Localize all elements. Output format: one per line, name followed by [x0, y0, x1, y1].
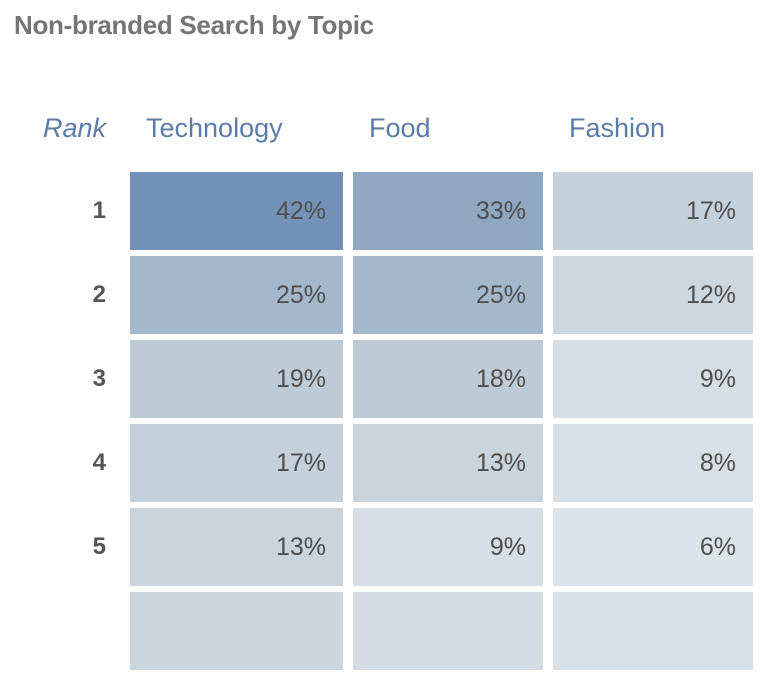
column-header-fashion: Fashion [569, 112, 666, 143]
table-row-2: 2 25% 25% 12% [0, 256, 753, 334]
header-spacer [543, 128, 553, 129]
rank-label: 3 [92, 365, 106, 392]
rank-label: 2 [92, 281, 106, 308]
table-row-5: 5 13% 9% 6% [0, 508, 753, 586]
column-header-food: Food [369, 112, 431, 143]
heatmap-cell-fashion[interactable]: 8% [553, 424, 753, 502]
heatmap-cell-technology[interactable] [130, 592, 343, 670]
heatmap-cell-food[interactable]: 18% [353, 340, 543, 418]
heatmap-cell-fashion[interactable]: 12% [553, 256, 753, 334]
heatmap-cell-technology[interactable]: 25% [130, 256, 343, 334]
heatmap-cell-food[interactable]: 9% [353, 508, 543, 586]
rank-label: 4 [92, 449, 106, 476]
heatmap-cell-food[interactable]: 33% [353, 172, 543, 250]
heatmap-cell-food[interactable]: 13% [353, 424, 543, 502]
table-row-3: 3 19% 18% 9% [0, 340, 753, 418]
heatmap-cell-fashion[interactable]: 17% [553, 172, 753, 250]
heatmap-cell-fashion[interactable]: 6% [553, 508, 753, 586]
table-row-6-partial [0, 592, 753, 670]
heatmap-cell-fashion[interactable]: 9% [553, 340, 753, 418]
column-header-technology: Technology [146, 112, 283, 143]
heatmap-cell-food[interactable]: 25% [353, 256, 543, 334]
table-row-4: 4 17% 13% 8% [0, 424, 753, 502]
heatmap-cell-technology[interactable]: 42% [130, 172, 343, 250]
heatmap-cell-technology[interactable]: 13% [130, 508, 343, 586]
heatmap-cell-technology[interactable]: 17% [130, 424, 343, 502]
chart-title: Non-branded Search by Topic [14, 10, 374, 40]
rank-label: 1 [92, 197, 106, 224]
heatmap-cell-technology[interactable]: 19% [130, 340, 343, 418]
table-row-1: 1 42% 33% 17% [0, 172, 753, 250]
table-body: 1 42% 33% 17% 2 25% 25% 12% 3 19% 18% 9% [0, 172, 753, 676]
column-headers: Rank Technology Food Fashion [0, 106, 753, 150]
rank-label: 5 [92, 533, 106, 560]
header-spacer [343, 128, 353, 129]
heatmap-cell-food[interactable] [353, 592, 543, 670]
header-spacer [106, 128, 130, 129]
rank-column-header: Rank [42, 112, 106, 143]
heatmap-cell-fashion[interactable] [553, 592, 753, 670]
